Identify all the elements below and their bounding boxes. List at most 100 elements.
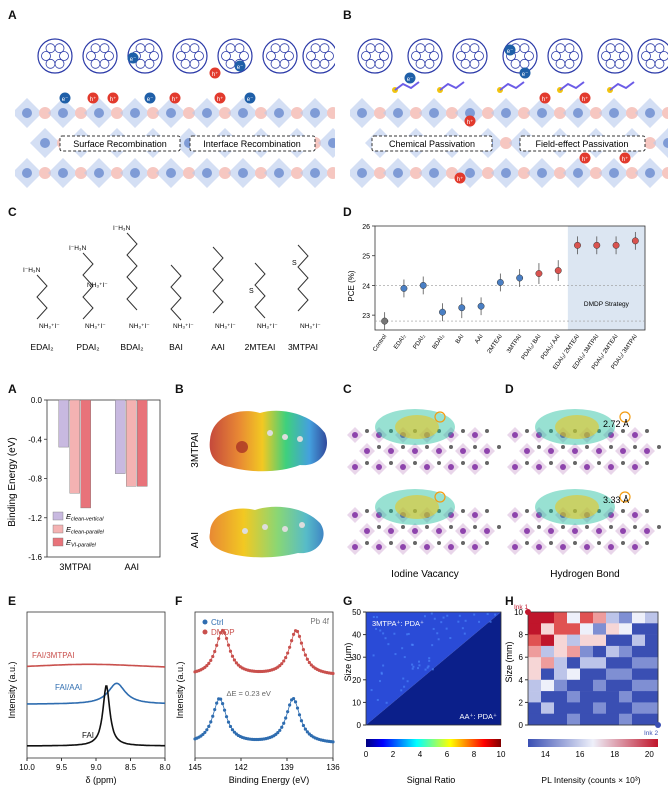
dft-iodine [460,528,466,534]
pl-cell [645,612,658,624]
pl-cell [580,702,593,714]
be-legend-swatch [53,512,63,520]
pl-cell [593,623,606,635]
panel-letter-B-bottom: B [175,382,184,396]
group-label-ammonium-mid: NH₃⁺I⁻ [87,282,108,289]
g-colorbar-tick: 0 [364,750,369,759]
pl-cell [554,680,567,692]
passivator-chain [440,82,464,90]
c60-molecule [358,39,392,73]
dft-lead [365,541,369,545]
noise-pixel [432,668,434,670]
pce-point [632,238,638,244]
pl-cell [567,612,580,624]
dft-lead [561,445,565,449]
be-bar [70,400,80,493]
lattice-b-site [645,108,655,118]
pl-cell [528,623,541,635]
pl-cell [645,646,658,658]
pl-cell [554,702,567,714]
pl-cell [567,657,580,669]
dft-iodine [424,464,430,470]
noise-pixel [494,614,496,616]
pl-cell [632,680,645,692]
pl-cell [619,657,632,669]
panel-letter-D-bottom: D [505,382,514,396]
h-ytick-label: 6 [519,653,524,662]
h-colorbar-tick: 20 [645,750,654,759]
electron-label: e⁻ [407,77,414,83]
dft-lead [645,541,649,545]
dft-lead [525,509,529,513]
dft-iodine [596,528,602,534]
molecule-chain [171,265,181,320]
pl-cell [554,635,567,647]
pce-category-label: PDAI₂ [413,333,428,350]
pl-cell [541,657,554,669]
h-ylabel: Size (mm) [504,642,514,683]
dft-iodine [484,448,490,454]
hole-label: h⁺ [582,156,589,163]
dft-lead [449,445,453,449]
pl-cell [567,714,580,726]
lattice-a-site [327,107,335,119]
c60-molecule [173,39,207,73]
dft-lead [461,541,465,545]
ink2-marker [655,722,661,728]
noise-pixel [379,680,381,682]
svg-text:Chemical Passivation: Chemical Passivation [389,139,475,149]
dft-iodine [424,544,430,550]
dft-iodine [560,464,566,470]
pl-cell [619,669,632,681]
dft-iodine [472,512,478,518]
be-legend-label: Eclean-vertical [66,512,104,523]
group-label-ammonium: NH₃⁺I⁻ [173,323,194,330]
pce-ytick-label: 24 [362,283,370,290]
noise-pixel [394,653,396,655]
noise-pixel [449,637,451,639]
pl-cell [593,669,606,681]
nmr-xlabel: δ (ppm) [85,775,116,785]
pl-cell [580,623,593,635]
dft-lead [537,525,541,529]
group-label-top: I⁻H₃N [23,267,41,274]
noise-pixel [428,665,430,667]
field-effect-passivation-box: Field-effect Passivation [520,136,645,151]
pl-cell [593,657,606,669]
xps-xtick-label: 142 [234,763,248,772]
lattice-b-site [357,108,367,118]
dft-iodine [352,432,358,438]
dft-lead [645,429,649,433]
noise-pixel [382,632,384,634]
nmr-ylabel: Intensity (a.u.) [7,661,17,718]
noise-pixel [473,614,475,616]
pl-cell [606,669,619,681]
pl-cell [554,646,567,658]
pce-point [613,242,619,248]
dft-iodine [524,528,530,534]
pl-cell [554,623,567,635]
pl-cell [632,646,645,658]
noise-pixel [434,618,436,620]
c60-molecule [38,39,72,73]
c60-molecule [503,39,537,73]
pl-cell [606,646,619,658]
pl-cell [619,635,632,647]
dft-iodine [572,448,578,454]
lattice-b-site [22,108,32,118]
dft-lead [437,461,441,465]
pl-cell [567,623,580,635]
dft-lead [609,445,613,449]
pce-category-label: AAI [474,333,485,345]
esp-surface-aai [210,507,324,558]
pl-cell [632,657,645,669]
dft-lead [485,509,489,513]
group-label-ammonium: NH₃⁺I⁻ [257,323,278,330]
dft-lead [633,525,637,529]
electron-label: e⁻ [507,49,514,55]
pl-cell [554,691,567,703]
dft-lead [461,461,465,465]
lattice-b-site [58,168,68,178]
dft-lead [621,461,625,465]
hole-label: h⁺ [217,96,224,103]
